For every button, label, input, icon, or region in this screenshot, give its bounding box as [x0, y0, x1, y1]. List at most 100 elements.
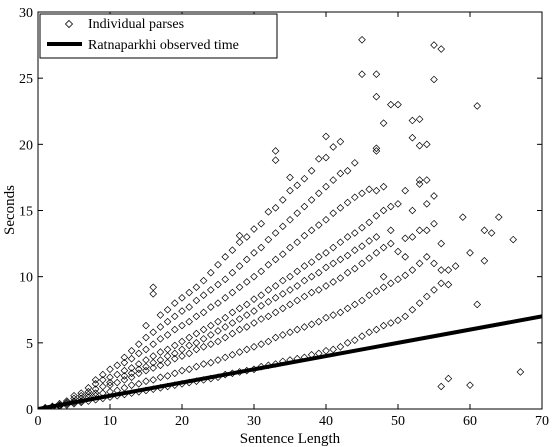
data-point — [178, 321, 186, 330]
data-point — [286, 328, 294, 337]
data-point — [322, 282, 330, 290]
data-point — [271, 294, 280, 302]
data-point — [343, 268, 352, 277]
data-point — [358, 242, 366, 251]
data-point — [271, 204, 280, 212]
data-point — [243, 311, 251, 319]
data-point — [480, 226, 489, 235]
data-point — [387, 239, 395, 248]
data-point — [163, 317, 172, 326]
data-point — [437, 45, 445, 53]
data-point — [408, 305, 417, 314]
data-point — [221, 275, 229, 284]
data-point — [185, 317, 193, 326]
data-point — [264, 208, 273, 216]
data-point — [178, 307, 186, 315]
data-point — [307, 258, 316, 266]
data-point — [423, 253, 431, 261]
data-point — [315, 189, 323, 198]
data-point — [120, 358, 129, 367]
data-point — [185, 303, 193, 311]
data-point — [401, 271, 409, 280]
data-point — [293, 238, 301, 247]
data-point — [163, 372, 172, 380]
data-point — [171, 299, 179, 307]
data-point — [264, 298, 273, 306]
data-point — [127, 381, 136, 389]
data-point — [250, 225, 258, 233]
data-point — [178, 294, 186, 302]
data-point — [336, 169, 345, 178]
data-point — [372, 233, 381, 241]
data-point — [142, 377, 150, 386]
data-point — [99, 370, 107, 379]
data-point — [257, 301, 265, 310]
data-point — [192, 312, 201, 321]
data-point — [423, 292, 431, 301]
data-point — [307, 320, 316, 329]
data-point — [394, 275, 402, 284]
data-point — [343, 304, 352, 313]
data-point — [329, 278, 337, 286]
data-point — [279, 290, 287, 298]
data-point — [315, 286, 323, 294]
data-point — [415, 226, 424, 235]
data-point — [207, 331, 215, 339]
data-point — [163, 352, 172, 360]
data-point — [423, 140, 431, 149]
data-point — [315, 155, 323, 163]
data-point — [77, 389, 85, 397]
data-point — [286, 272, 294, 281]
data-point — [178, 366, 186, 375]
data-point — [336, 238, 345, 247]
data-point — [307, 196, 316, 204]
data-point — [336, 274, 345, 282]
data-point — [264, 337, 273, 346]
data-point — [207, 358, 215, 367]
data-point — [178, 352, 186, 360]
data-point — [279, 250, 287, 258]
data-point — [163, 358, 172, 367]
data-point — [221, 253, 229, 261]
data-point — [264, 312, 273, 321]
data-point — [214, 317, 222, 326]
data-point — [264, 286, 273, 294]
data-point — [401, 312, 409, 321]
x-tick-labels: 0 10 20 30 40 50 60 70 — [35, 414, 550, 429]
data-point — [322, 182, 330, 191]
data-point — [430, 192, 438, 200]
data-point — [329, 176, 337, 184]
data-point — [401, 234, 409, 243]
data-point — [84, 388, 93, 396]
x-tick-label: 60 — [463, 414, 477, 429]
data-point — [178, 337, 186, 346]
data-point — [185, 341, 193, 350]
data-point — [379, 206, 388, 215]
data-point — [437, 279, 445, 288]
data-point — [70, 391, 78, 400]
data-point — [135, 369, 143, 378]
data-point — [135, 349, 143, 358]
data-point — [142, 333, 150, 342]
data-point — [149, 376, 157, 384]
data-point — [250, 295, 258, 303]
data-point — [91, 385, 100, 393]
data-point — [358, 332, 366, 341]
data-point — [163, 305, 172, 314]
data-point — [365, 237, 373, 245]
data-point — [315, 317, 323, 326]
data-point — [199, 343, 208, 351]
data-point — [199, 335, 208, 343]
data-point — [430, 75, 438, 84]
data-point — [307, 226, 316, 235]
data-point — [379, 321, 388, 330]
data-point — [387, 279, 395, 288]
data-point — [199, 325, 208, 334]
data-point — [127, 354, 136, 363]
data-point — [358, 189, 366, 198]
data-point — [466, 381, 474, 389]
data-point — [379, 283, 388, 292]
data-point — [351, 193, 359, 202]
data-point — [372, 147, 381, 155]
data-point — [387, 202, 395, 211]
